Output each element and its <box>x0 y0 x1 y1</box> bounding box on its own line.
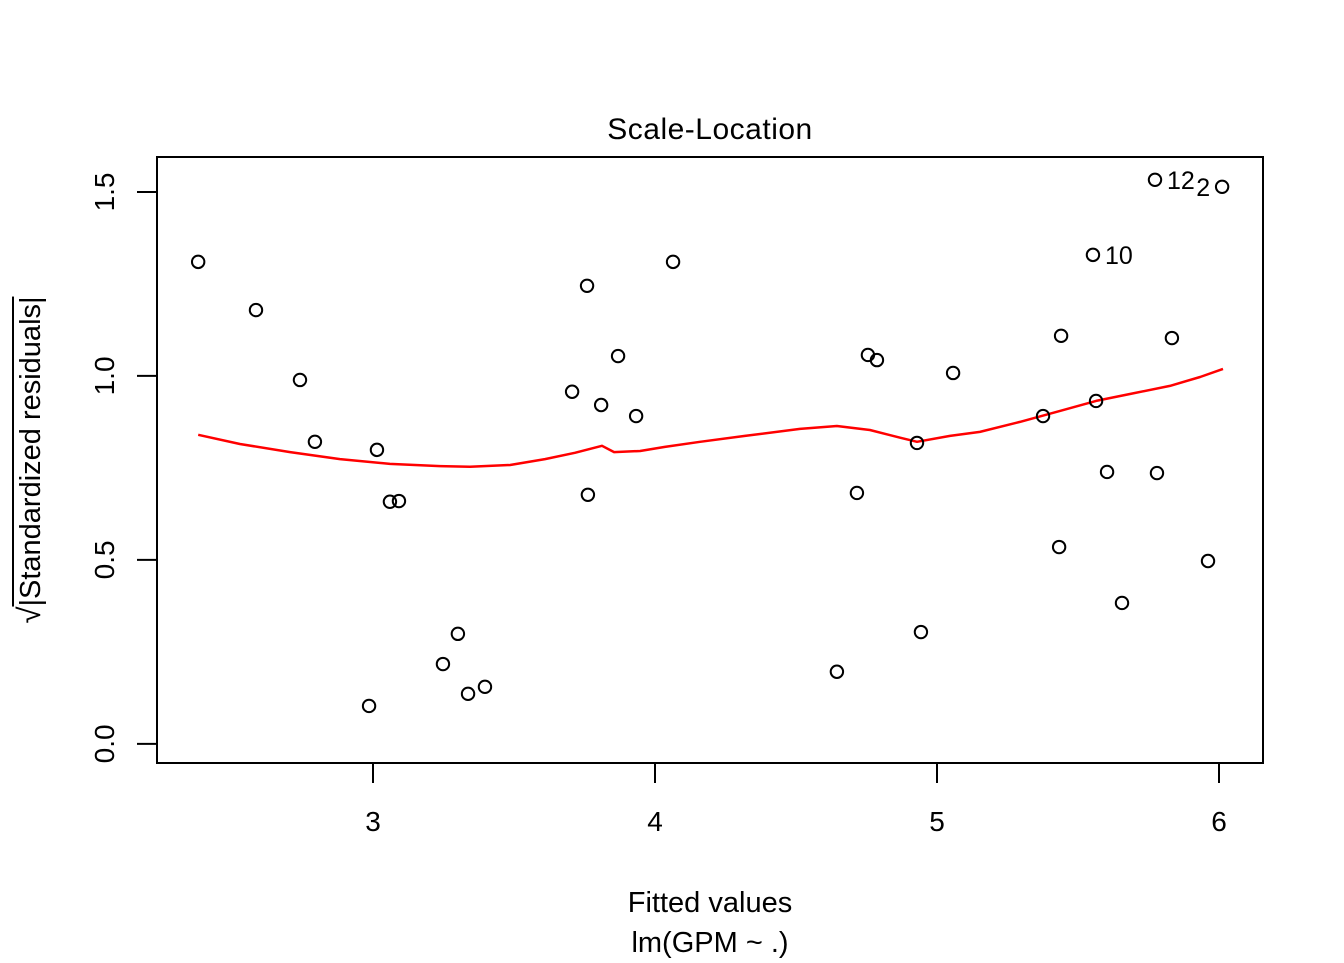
point-label-12: 12 <box>1167 167 1195 195</box>
data-point <box>913 624 929 640</box>
plot-box <box>156 156 1264 764</box>
data-point <box>829 664 845 679</box>
data-point <box>1164 330 1180 346</box>
data-point <box>945 365 961 381</box>
y-axis-tick-label: 0.0 <box>89 724 120 763</box>
data-point <box>849 485 865 501</box>
data-point <box>307 434 323 449</box>
data-point <box>580 487 596 502</box>
data-point <box>579 278 595 293</box>
data-point <box>460 686 476 702</box>
y-axis-tick-label: 0.5 <box>89 540 120 579</box>
sqrt-radical-glyph: √ <box>12 606 47 624</box>
x-axis-tick-label: 3 <box>365 806 381 837</box>
data-point <box>1147 172 1163 188</box>
x-axis-tick-label: 5 <box>929 806 945 837</box>
data-point <box>450 626 466 642</box>
data-point <box>1149 465 1165 481</box>
chart-title: Scale-Location <box>607 113 813 146</box>
data-point <box>292 372 308 388</box>
data-point <box>1085 247 1101 263</box>
point-label-2: 2 <box>1196 174 1210 202</box>
y-axis-tick-label: 1.5 <box>89 172 120 211</box>
x-axis-tick-label: 6 <box>1211 806 1227 837</box>
data-point <box>369 442 385 458</box>
data-point <box>1099 464 1115 480</box>
data-point <box>361 698 377 714</box>
data-point <box>1200 553 1216 569</box>
x-axis-title-line2: lm(GPM ~ .) <box>631 927 789 959</box>
data-point <box>1214 179 1230 195</box>
x-axis-title-line1: Fitted values <box>627 887 793 919</box>
point-label-10: 10 <box>1105 242 1133 270</box>
data-point <box>665 254 681 270</box>
data-point <box>382 494 398 509</box>
y-axis-title: √|Standardized residuals| <box>12 296 48 624</box>
data-point <box>909 435 925 451</box>
data-point <box>248 302 264 318</box>
x-axis-title: Fitted values lm(GPM ~ .) <box>157 883 1263 963</box>
data-point <box>628 408 644 424</box>
x-axis-tick-label: 4 <box>647 806 663 837</box>
data-point <box>190 254 206 270</box>
data-point <box>1051 539 1067 555</box>
data-point <box>869 352 885 368</box>
y-axis-tick-label: 1.0 <box>89 356 120 395</box>
data-point <box>1053 328 1069 344</box>
data-point <box>391 493 407 509</box>
data-point <box>610 348 626 364</box>
data-point <box>1114 595 1130 611</box>
data-point <box>435 656 451 672</box>
smooth-line <box>197 367 1224 469</box>
y-axis-title-text: |Standardized residuals| <box>12 296 47 607</box>
data-point <box>593 397 609 413</box>
data-point <box>477 679 493 695</box>
data-point <box>1035 408 1051 424</box>
data-point <box>564 384 580 399</box>
data-point <box>1088 393 1104 409</box>
